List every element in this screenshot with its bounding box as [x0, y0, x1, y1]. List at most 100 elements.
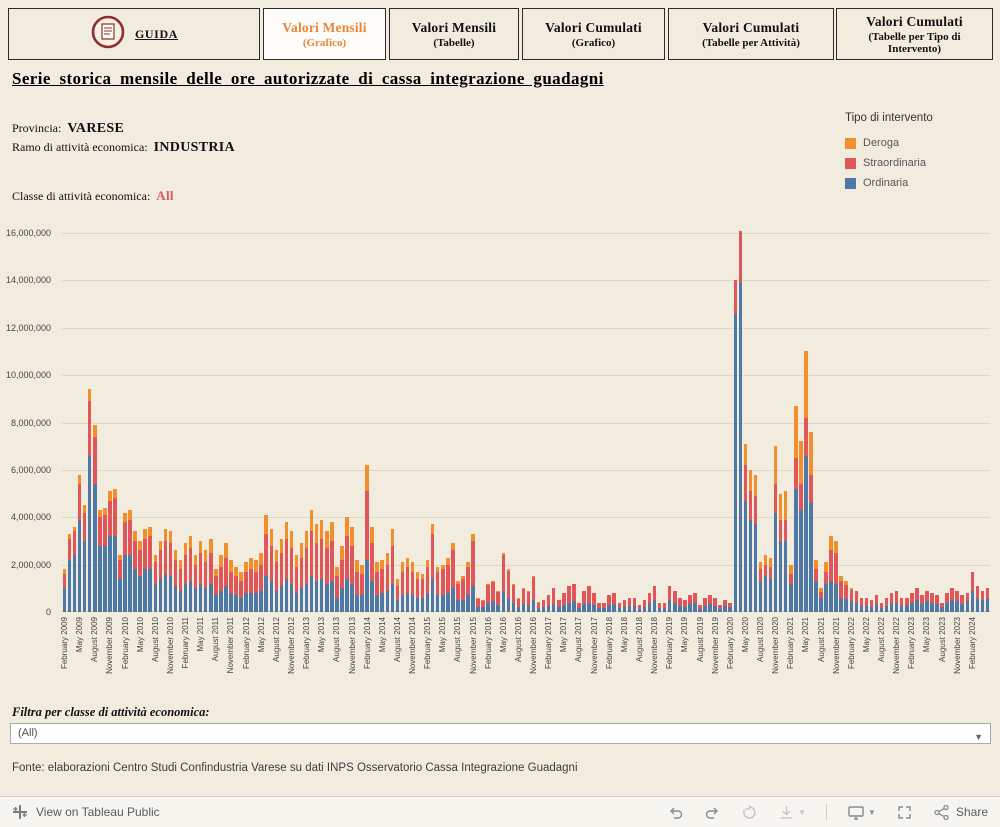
bar-segment-deroga[interactable]: [778, 493, 783, 520]
bar-segment-ordinaria[interactable]: [466, 595, 470, 612]
bar-segment-deroga[interactable]: [511, 583, 516, 585]
bar-segment-deroga[interactable]: [799, 441, 803, 485]
bar-segment-deroga[interactable]: [365, 465, 369, 492]
bar-segment-ordinaria[interactable]: [592, 604, 596, 612]
bar-segment-straordinaria[interactable]: [839, 581, 843, 598]
bar-segment-straordinaria[interactable]: [622, 600, 627, 607]
bar-segment-deroga[interactable]: [133, 531, 137, 541]
bar-segment-ordinaria[interactable]: [108, 536, 112, 612]
bar-segment-ordinaria[interactable]: [662, 607, 667, 612]
bar-segment-ordinaria[interactable]: [415, 597, 420, 612]
bar-segment-ordinaria[interactable]: [441, 595, 445, 612]
bar-segment-straordinaria[interactable]: [920, 595, 924, 604]
bar-segment-straordinaria[interactable]: [536, 602, 541, 609]
bar-segment-ordinaria[interactable]: [577, 608, 581, 612]
bar-segment-ordinaria[interactable]: [128, 555, 132, 612]
bar-segment-straordinaria[interactable]: [264, 533, 268, 577]
bar-segment-straordinaria[interactable]: [224, 557, 228, 586]
bar-segment-deroga[interactable]: [501, 552, 506, 556]
bar-segment-ordinaria[interactable]: [531, 600, 536, 612]
bar-segment-ordinaria[interactable]: [753, 524, 758, 612]
bar-segment-straordinaria[interactable]: [567, 585, 571, 603]
bar-segment-straordinaria[interactable]: [239, 581, 243, 598]
bar-segment-ordinaria[interactable]: [234, 595, 238, 612]
bar-segment-deroga[interactable]: [824, 562, 828, 572]
bar-segment-ordinaria[interactable]: [481, 607, 485, 612]
device-preview-icon[interactable]: ▼: [847, 804, 876, 821]
bar-segment-straordinaria[interactable]: [612, 593, 616, 604]
bar-segment-ordinaria[interactable]: [501, 590, 506, 612]
bar-segment-ordinaria[interactable]: [420, 597, 425, 612]
bar-segment-straordinaria[interactable]: [385, 564, 390, 591]
bar-segment-straordinaria[interactable]: [67, 538, 72, 560]
bar-segment-deroga[interactable]: [269, 529, 274, 546]
bar-segment-ordinaria[interactable]: [430, 578, 435, 612]
bar-segment-ordinaria[interactable]: [905, 604, 909, 612]
bar-segment-ordinaria[interactable]: [708, 604, 712, 612]
bar-segment-straordinaria[interactable]: [597, 602, 601, 609]
bar-segment-deroga[interactable]: [390, 529, 395, 546]
bar-segment-ordinaria[interactable]: [77, 519, 82, 612]
bar-segment-straordinaria[interactable]: [899, 597, 904, 606]
bar-segment-deroga[interactable]: [385, 552, 390, 565]
bar-segment-ordinaria[interactable]: [950, 600, 954, 612]
bar-segment-straordinaria[interactable]: [617, 602, 622, 608]
bar-segment-straordinaria[interactable]: [82, 512, 87, 541]
bar-segment-straordinaria[interactable]: [133, 540, 137, 570]
bar-segment-ordinaria[interactable]: [849, 601, 854, 612]
bar-segment-ordinaria[interactable]: [773, 512, 778, 612]
bar-segment-ordinaria[interactable]: [198, 583, 203, 612]
bar-segment-deroga[interactable]: [113, 488, 117, 499]
bar-segment-straordinaria[interactable]: [647, 593, 652, 604]
bar-segment-straordinaria[interactable]: [476, 598, 480, 608]
bar-segment-ordinaria[interactable]: [188, 581, 193, 612]
bar-segment-straordinaria[interactable]: [77, 484, 82, 520]
bar-segment-ordinaria[interactable]: [360, 595, 364, 612]
bar-segment-straordinaria[interactable]: [506, 570, 511, 598]
bar-segment-deroga[interactable]: [743, 443, 748, 466]
bar-segment-straordinaria[interactable]: [834, 552, 838, 584]
bar-segment-ordinaria[interactable]: [133, 569, 137, 612]
bar-segment-ordinaria[interactable]: [718, 608, 722, 612]
bar-segment-ordinaria[interactable]: [778, 540, 783, 612]
bar-segment-ordinaria[interactable]: [657, 607, 662, 612]
bar-segment-straordinaria[interactable]: [678, 597, 682, 606]
bar-segment-straordinaria[interactable]: [284, 538, 289, 579]
bar-segment-straordinaria[interactable]: [894, 590, 899, 603]
bar-segment-deroga[interactable]: [325, 531, 329, 549]
bar-segment-straordinaria[interactable]: [854, 590, 859, 603]
bar-segment-deroga[interactable]: [289, 531, 294, 549]
bar-segment-deroga[interactable]: [758, 562, 763, 570]
bar-segment-ordinaria[interactable]: [476, 607, 480, 612]
bar-segment-ordinaria[interactable]: [491, 601, 495, 612]
bar-segment-straordinaria[interactable]: [718, 604, 722, 609]
bar-segment-deroga[interactable]: [319, 519, 324, 539]
bar-segment-ordinaria[interactable]: [224, 585, 228, 612]
bar-segment-straordinaria[interactable]: [804, 417, 808, 456]
bar-segment-straordinaria[interactable]: [905, 597, 909, 605]
bar-segment-ordinaria[interactable]: [521, 603, 526, 612]
bar-segment-straordinaria[interactable]: [607, 595, 611, 605]
bar-segment-straordinaria[interactable]: [652, 585, 657, 601]
bar-segment-ordinaria[interactable]: [733, 313, 738, 612]
bar-segment-deroga[interactable]: [279, 538, 284, 553]
bar-segment-ordinaria[interactable]: [289, 583, 294, 612]
bar-segment-deroga[interactable]: [350, 526, 354, 546]
bar-segment-straordinaria[interactable]: [314, 543, 319, 582]
bar-segment-ordinaria[interactable]: [975, 597, 980, 612]
bar-segment-straordinaria[interactable]: [441, 569, 445, 596]
bar-segment-ordinaria[interactable]: [254, 593, 258, 612]
bar-segment-deroga[interactable]: [214, 569, 218, 577]
bar-segment-straordinaria[interactable]: [874, 595, 879, 605]
bar-segment-ordinaria[interactable]: [345, 578, 349, 612]
bar-segment-ordinaria[interactable]: [768, 578, 773, 612]
bar-segment-straordinaria[interactable]: [173, 559, 178, 586]
bar-segment-straordinaria[interactable]: [965, 593, 970, 602]
bar-segment-deroga[interactable]: [299, 543, 304, 558]
bar-segment-ordinaria[interactable]: [834, 583, 838, 612]
bar-segment-straordinaria[interactable]: [203, 562, 208, 589]
bar-segment-ordinaria[interactable]: [814, 581, 818, 612]
bar-segment-deroga[interactable]: [425, 559, 430, 567]
bar-segment-ordinaria[interactable]: [98, 545, 102, 612]
bar-segment-ordinaria[interactable]: [113, 536, 117, 612]
